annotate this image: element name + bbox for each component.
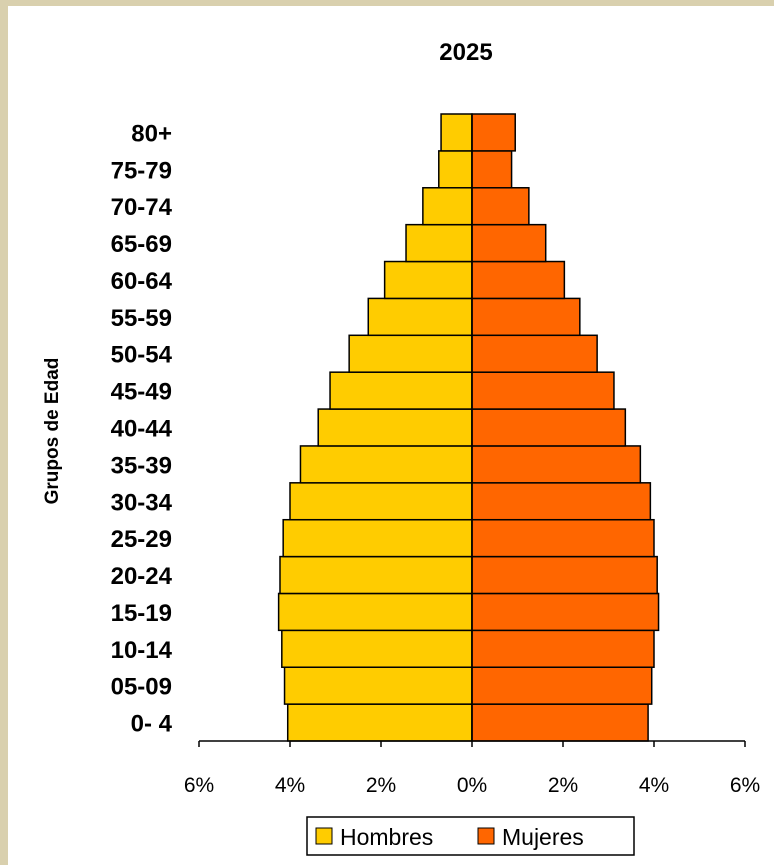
bars-group [277,113,660,742]
category-label: 40-44 [111,416,173,443]
bar-hombres [281,629,473,668]
category-label: 60-64 [111,268,173,295]
bar-mujeres [471,629,655,668]
bar-mujeres [471,666,653,705]
category-label: 35-39 [111,452,172,479]
category-label: 80+ [131,120,172,147]
bar-hombres [279,555,473,595]
x-tick-label: 6% [184,774,214,797]
bar-hombres [438,150,473,189]
chart-title: 2025 [439,39,492,66]
bar-mujeres [471,150,513,189]
bar-hombres [367,297,473,337]
category-label: 15-19 [111,600,172,627]
bar-hombres [282,518,473,558]
bar-hombres [348,334,473,373]
category-label: 05-09 [111,674,172,701]
bar-hombres [422,187,473,226]
bar-hombres [383,260,473,300]
category-label: 75-79 [111,157,172,184]
category-label: 0- 4 [131,711,173,738]
x-tick-label: 6% [730,774,760,797]
x-tick-label: 4% [275,774,305,797]
x-tick-label: 0% [457,774,487,797]
category-label: 20-24 [111,563,173,590]
bar-mujeres [471,297,581,337]
x-tick-label: 2% [366,774,396,797]
bar-hombres [286,703,473,742]
category-label: 55-59 [111,305,172,332]
bar-hombres [289,482,473,521]
legend-label-hombres: Hombres [340,824,433,850]
bar-mujeres [471,518,655,558]
bar-mujeres [471,408,627,447]
bar-mujeres [471,223,547,263]
bar-mujeres [471,371,615,410]
bar-hombres [283,666,473,705]
bar-mujeres [471,334,598,373]
bar-hombres [405,223,473,263]
bar-hombres [299,445,473,484]
legend-swatch-hombres [315,827,333,845]
category-label: 25-29 [111,526,172,553]
category-label: 30-34 [111,489,173,516]
category-label: 70-74 [111,194,173,221]
legend-box [306,816,635,856]
bar-mujeres [471,555,658,595]
bar-mujeres [471,482,652,521]
bar-hombres [277,592,473,632]
bar-hombres [440,113,473,152]
legend-label-mujeres: Mujeres [502,824,584,850]
category-label: 45-49 [111,379,172,406]
category-label: 50-54 [111,342,173,369]
category-label: 65-69 [111,231,172,258]
bar-hombres [317,408,473,447]
bar-mujeres [471,260,566,300]
x-tick-label: 4% [639,774,669,797]
legend-swatch-mujeres [477,827,495,845]
y-axis-label: Grupos de Edad [42,358,63,505]
bar-mujeres [471,113,516,152]
bar-mujeres [471,592,660,632]
bar-mujeres [471,187,530,226]
x-axis: 6% 4% 2% 0% 2% 4% 6% [184,114,760,797]
legend: Hombres Mujeres [306,816,635,856]
bar-mujeres [471,703,649,742]
x-tick-label: 2% [548,774,578,797]
bar-mujeres [471,445,642,484]
bar-hombres [329,371,473,410]
category-labels: 0- 4 05-09 10-14 15-19 20-24 25-29 30-34 35-39 4… [111,120,173,737]
category-label: 10-14 [111,637,173,664]
